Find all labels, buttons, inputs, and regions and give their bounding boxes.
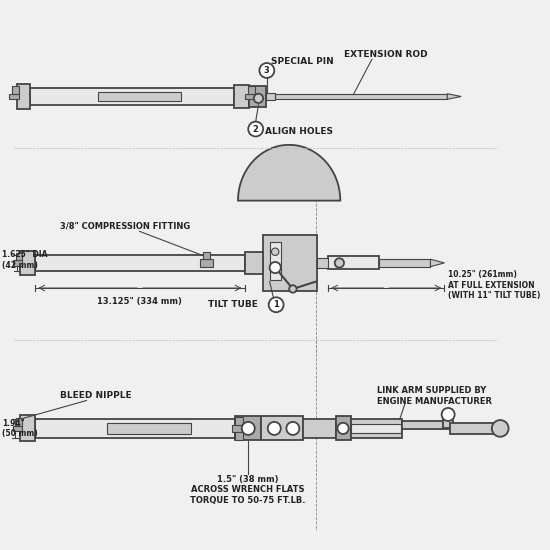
Circle shape [442,408,455,421]
Bar [235,417,243,425]
Circle shape [242,422,255,435]
Bar [350,419,402,438]
Circle shape [268,422,281,435]
Polygon shape [238,145,340,201]
Bar [263,235,317,291]
Circle shape [492,420,509,437]
Bar [235,416,261,441]
Polygon shape [447,94,461,100]
Text: 1: 1 [273,300,279,309]
Text: 13.125" (334 mm): 13.125" (334 mm) [97,298,182,306]
Bar [9,94,19,100]
Bar [275,94,447,100]
Bar [261,416,303,441]
Circle shape [289,285,296,293]
Bar [450,423,501,434]
Bar [443,415,453,428]
Bar [13,426,23,431]
Bar [234,85,249,108]
Text: SPECIAL PIN: SPECIAL PIN [271,57,333,65]
Text: 3: 3 [264,66,270,75]
Circle shape [335,258,344,267]
Bar [107,423,191,434]
Text: BLEED NIPPLE: BLEED NIPPLE [60,392,132,400]
Bar [13,260,23,266]
Bar [16,418,23,426]
Circle shape [270,262,281,273]
Bar [379,259,431,267]
Text: 1.625" DIA
(42 mm): 1.625" DIA (42 mm) [2,250,47,270]
Polygon shape [431,259,444,267]
Bar [303,419,336,438]
Bar [270,243,281,279]
Circle shape [260,63,274,78]
Text: 10.25" (261mm)
AT FULL EXTENSION
(WITH 11" TILT TUBE): 10.25" (261mm) AT FULL EXTENSION (WITH 1… [448,271,541,300]
Text: EXTENSION ROD: EXTENSION ROD [344,50,428,59]
Bar [20,251,35,275]
Bar [35,255,245,271]
Bar [351,424,401,433]
Bar [317,258,328,267]
Bar [35,419,235,438]
Text: ALIGN HOLES: ALIGN HOLES [265,127,333,136]
Bar [12,86,19,94]
Bar [16,84,30,108]
Bar [402,421,450,430]
Circle shape [287,422,299,435]
Text: 3/8" COMPRESSION FITTING: 3/8" COMPRESSION FITTING [60,221,191,230]
Bar [336,416,350,441]
Bar [266,93,275,100]
Circle shape [338,423,349,434]
Bar [245,252,263,274]
Circle shape [248,122,263,136]
Text: 2: 2 [253,124,258,134]
Circle shape [272,248,279,256]
Circle shape [269,298,284,312]
Bar [328,256,379,270]
Bar [235,432,243,439]
Text: 1.94"
(50 mm): 1.94" (50 mm) [2,419,37,438]
Bar [245,94,257,100]
Text: 1.5" (38 mm)
ACROSS WRENCH FLATS
TORQUE TO 50-75 FT.LB.: 1.5" (38 mm) ACROSS WRENCH FLATS TORQUE … [190,475,306,505]
Bar [20,415,35,442]
Bar [16,252,23,260]
Bar [200,259,213,267]
Text: TILT TUBE: TILT TUBE [208,300,258,309]
Bar [30,88,234,105]
Bar [233,425,245,432]
Bar [248,86,255,94]
Bar [97,92,182,101]
Circle shape [254,94,263,103]
Bar [249,86,266,107]
Bar [203,252,210,259]
Text: LINK ARM SUPPLIED BY
ENGINE MANUFACTURER: LINK ARM SUPPLIED BY ENGINE MANUFACTURER [377,386,492,405]
